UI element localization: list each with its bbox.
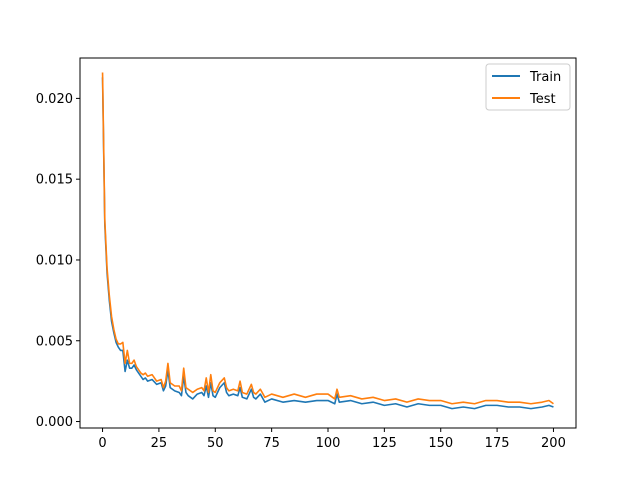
x-axis: 0 25 50 75 100 125 150 175 200 [98, 428, 566, 451]
x-tick-label: 0 [98, 436, 106, 451]
x-tick-label: 100 [316, 436, 341, 451]
legend: Train Test [485, 63, 571, 111]
y-tick-label: 0.020 [36, 92, 73, 107]
x-tick-label: 175 [485, 436, 510, 451]
legend-label-test: Test [529, 92, 556, 107]
y-tick-label: 0.010 [36, 253, 73, 268]
y-tick-label: 0.005 [36, 334, 73, 349]
x-tick-label: 25 [151, 436, 168, 451]
y-axis: 0.000 0.005 0.010 0.015 0.020 [36, 92, 80, 430]
series-layer [101, 72, 554, 410]
x-tick-label: 200 [541, 436, 566, 451]
series-line-test [101, 72, 554, 405]
legend-label-train: Train [529, 70, 561, 85]
x-tick-label: 75 [263, 436, 280, 451]
x-tick-label: 50 [207, 436, 224, 451]
x-tick-label: 125 [372, 436, 397, 451]
y-tick-label: 0.000 [36, 415, 73, 430]
series-line-train [101, 77, 554, 410]
y-tick-label: 0.015 [36, 173, 73, 188]
x-tick-label: 150 [428, 436, 453, 451]
